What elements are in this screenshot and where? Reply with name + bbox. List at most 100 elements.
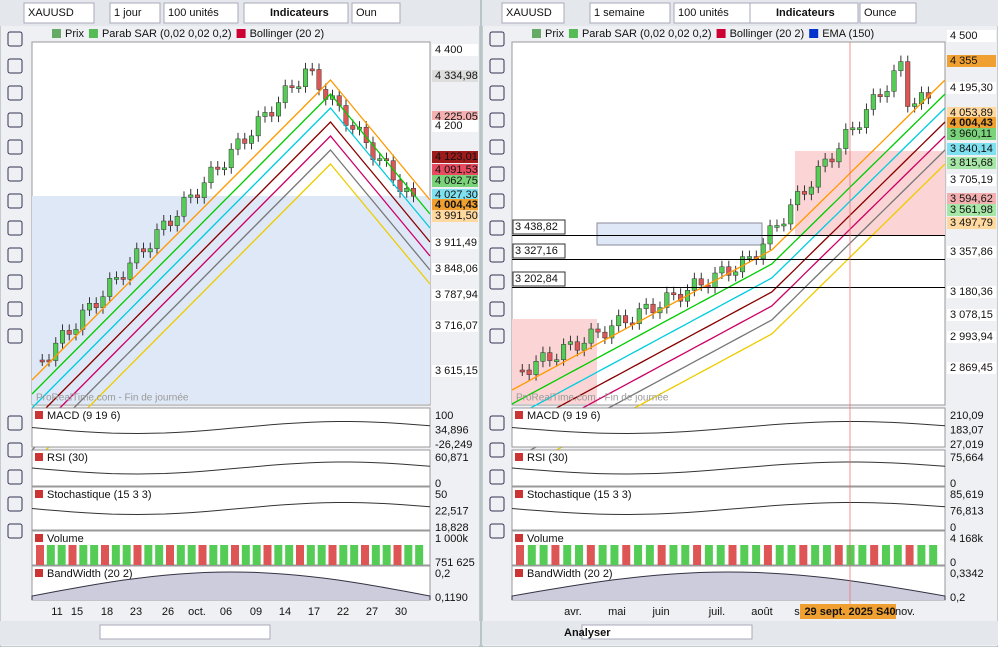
panel-icon bbox=[515, 569, 523, 577]
tool-icon[interactable] bbox=[7, 112, 23, 128]
toolbar-field[interactable] bbox=[501, 2, 565, 24]
tool-icon[interactable] bbox=[7, 469, 23, 485]
oscillator-line bbox=[31, 502, 431, 516]
candle bbox=[235, 138, 241, 150]
volume-bar bbox=[231, 545, 239, 565]
toolbar-field[interactable] bbox=[589, 2, 671, 24]
candle bbox=[242, 138, 248, 144]
x-label: juil. bbox=[708, 606, 726, 618]
panel-value: -26,249 bbox=[435, 439, 472, 451]
price-label: 3 497,79 bbox=[950, 217, 993, 229]
panel-value: 18,828 bbox=[435, 522, 469, 534]
volume-bar bbox=[539, 545, 548, 565]
tool-icon[interactable] bbox=[489, 247, 505, 263]
tool-icon[interactable] bbox=[7, 496, 23, 512]
panel-icon bbox=[35, 453, 43, 461]
candle bbox=[526, 369, 532, 375]
candle bbox=[208, 166, 214, 184]
tool-icon[interactable] bbox=[489, 523, 505, 539]
tool-icon[interactable] bbox=[7, 523, 23, 539]
side-label: 3 202,84 bbox=[515, 273, 558, 285]
panel-value: 60,871 bbox=[435, 452, 469, 464]
tool-icon[interactable] bbox=[7, 328, 23, 344]
volume-bar bbox=[133, 545, 142, 565]
tool-icon[interactable] bbox=[7, 442, 23, 458]
panel-icon bbox=[35, 569, 43, 577]
tool-icon[interactable] bbox=[7, 274, 23, 290]
volume-bar bbox=[328, 545, 337, 565]
tool-icon[interactable] bbox=[7, 139, 23, 155]
candle bbox=[114, 277, 119, 280]
tool-icon[interactable] bbox=[7, 220, 23, 236]
tool-icon[interactable] bbox=[489, 85, 505, 101]
tool-icon[interactable] bbox=[489, 112, 505, 128]
toolbar-units: 100 unités bbox=[168, 7, 219, 19]
candle bbox=[93, 303, 99, 308]
scrollbar[interactable] bbox=[99, 624, 271, 640]
price-label: 4 334,98 bbox=[435, 70, 478, 82]
price-label: 2 993,94 bbox=[950, 331, 993, 343]
tool-icon[interactable] bbox=[489, 193, 505, 209]
volume-bar bbox=[622, 545, 631, 565]
candle bbox=[719, 266, 725, 274]
tool-icon[interactable] bbox=[7, 85, 23, 101]
volume-bar bbox=[905, 545, 914, 565]
candle bbox=[691, 278, 697, 291]
tool-icon[interactable] bbox=[489, 442, 505, 458]
toolbar-field[interactable] bbox=[859, 2, 917, 24]
panel-value: 0 bbox=[950, 478, 956, 490]
legend-swatch bbox=[88, 29, 98, 38]
tool-icon[interactable] bbox=[489, 58, 505, 74]
scrollbar[interactable] bbox=[581, 624, 753, 640]
toolbar-field[interactable] bbox=[243, 2, 349, 24]
volume-bar bbox=[198, 545, 207, 565]
tool-icon[interactable] bbox=[7, 301, 23, 317]
x-label: 26 bbox=[162, 606, 174, 618]
x-label: 11 bbox=[51, 606, 62, 618]
tool-icon[interactable] bbox=[7, 58, 23, 74]
volume-bar bbox=[516, 545, 524, 565]
level-line bbox=[512, 287, 945, 288]
candle bbox=[161, 220, 167, 230]
tool-icon[interactable] bbox=[7, 31, 23, 47]
price-label-bg bbox=[432, 164, 478, 176]
tool-icon[interactable] bbox=[489, 31, 505, 47]
bottom-button[interactable]: Analyser bbox=[564, 627, 611, 639]
price-label: 3 848,06 bbox=[435, 263, 478, 275]
candle bbox=[73, 329, 79, 335]
tool-icon[interactable] bbox=[489, 274, 505, 290]
toolbar-field[interactable] bbox=[749, 2, 859, 24]
x-label: nov. bbox=[895, 606, 915, 618]
volume-bar bbox=[681, 545, 690, 565]
tool-icon[interactable] bbox=[489, 166, 505, 182]
legend-swatch bbox=[809, 29, 819, 38]
tool-icon[interactable] bbox=[489, 328, 505, 344]
toolbar-field[interactable] bbox=[23, 2, 95, 24]
tool-icon[interactable] bbox=[489, 301, 505, 317]
candle bbox=[107, 278, 113, 297]
tool-icon[interactable] bbox=[489, 415, 505, 431]
volume-bar bbox=[404, 545, 413, 565]
price-label: 3 180,36 bbox=[950, 286, 993, 298]
toolbar-field[interactable] bbox=[351, 2, 401, 24]
toolbar-field[interactable] bbox=[109, 2, 161, 24]
price-label: 4 500 bbox=[950, 30, 978, 42]
tool-icon[interactable] bbox=[489, 496, 505, 512]
volume-bar bbox=[752, 545, 761, 565]
tool-icon[interactable] bbox=[7, 166, 23, 182]
tool-icon[interactable] bbox=[7, 247, 23, 263]
tool-icon[interactable] bbox=[489, 139, 505, 155]
candle bbox=[788, 204, 794, 225]
panel-title: Volume bbox=[527, 533, 564, 545]
panel-value: 0,2 bbox=[950, 592, 965, 604]
tool-icon[interactable] bbox=[7, 193, 23, 209]
toolbar-field[interactable] bbox=[163, 2, 239, 24]
tool-icon[interactable] bbox=[489, 220, 505, 236]
price-label-bg bbox=[947, 55, 996, 67]
tool-icon[interactable] bbox=[7, 415, 23, 431]
panel-title: RSI (30) bbox=[47, 452, 88, 464]
volume-bar bbox=[575, 545, 584, 565]
tool-icon[interactable] bbox=[489, 469, 505, 485]
candle bbox=[664, 292, 670, 308]
